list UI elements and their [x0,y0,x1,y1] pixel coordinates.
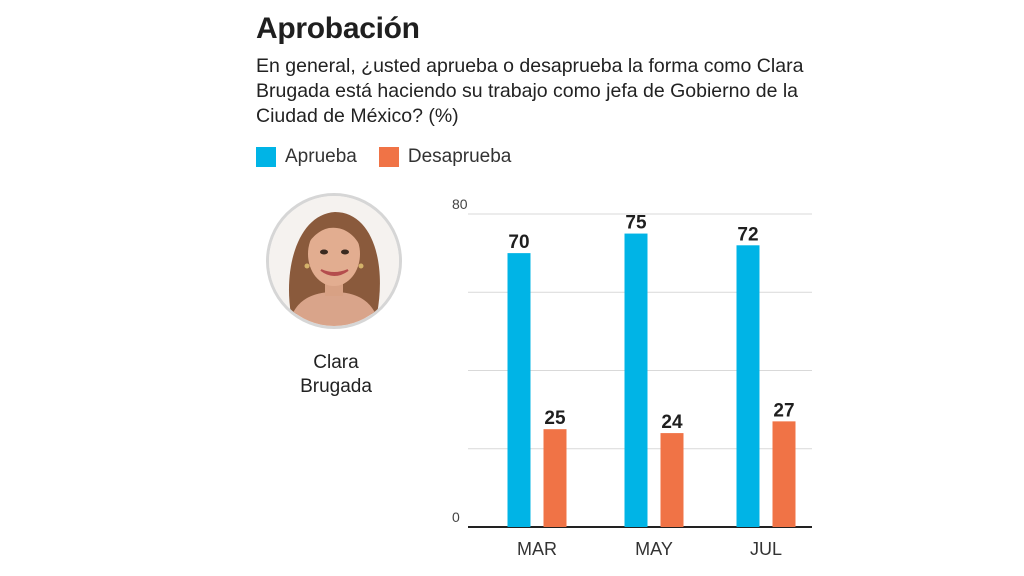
person-photo [266,193,402,329]
y-tick-label-80: 80 [452,196,468,212]
bar-aprueba-may [624,233,648,527]
value-label-desaprueba-may: 24 [661,412,683,433]
x-tick-label-jul: JUL [750,539,782,559]
value-label-aprueba-mar: 70 [508,232,529,253]
value-label-desaprueba-mar: 25 [544,408,566,429]
x-tick-label-may: MAY [635,539,673,559]
legend-swatch-aprueba [256,147,276,167]
bar-desaprueba-jul [772,421,796,527]
value-label-desaprueba-jul: 27 [773,400,794,421]
legend-swatch-desaprueba [378,147,399,167]
person-first-name: Clara [313,352,359,373]
legend-label-desaprueba: Desaprueba [407,146,512,167]
legend: Aprueba Desaprueba [256,146,533,168]
bar-aprueba-mar [507,253,531,527]
person-last-name: Brugada [300,376,372,397]
x-tick-label-mar: MAR [517,539,557,559]
bar-desaprueba-may [660,433,684,527]
survey-question: En general, ¿usted aprueba o desaprueba … [256,55,804,127]
bar-aprueba-jul [736,245,760,528]
portrait-illustration [269,196,399,326]
value-label-aprueba-jul: 72 [737,224,758,245]
bars [507,233,796,528]
bar-desaprueba-mar [543,429,567,527]
value-label-aprueba-may: 75 [625,213,647,234]
legend-label-aprueba: Aprueba [285,146,357,167]
labels: 0 80 70 25 MAR 75 24 MAY 72 27 JUL [452,196,795,559]
person-name: Clara Brugada [276,351,396,399]
legend-item-desaprueba: Desaprueba [378,146,512,168]
bar-chart: 0 80 70 25 MAR 75 24 MAY 72 27 JUL [452,196,812,559]
y-tick-label-0: 0 [452,509,460,525]
chart-title: Aprobación [256,12,420,45]
legend-item-aprueba: Aprueba [256,146,357,168]
